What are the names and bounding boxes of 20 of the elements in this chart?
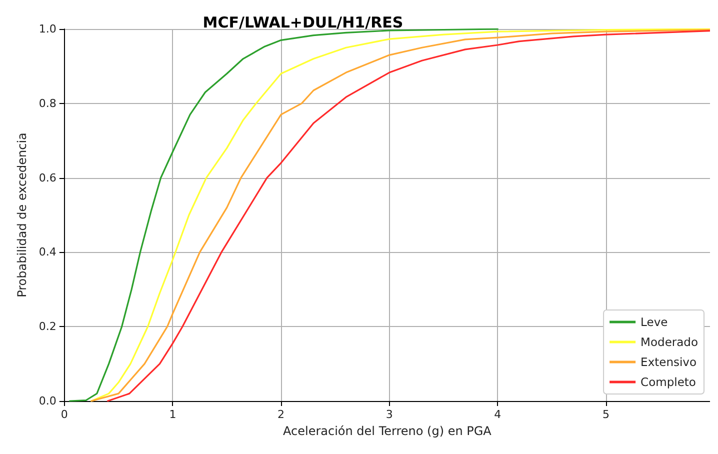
legend-label: Extensivo [640, 355, 697, 369]
x-tick-label: 3 [386, 408, 393, 421]
y-tick-label: 0.4 [38, 246, 56, 259]
x-axis-title: Aceleración del Terreno (g) en PGA [283, 424, 492, 438]
x-tick-label: 0 [60, 408, 68, 421]
x-tick-label: 4 [494, 408, 502, 421]
y-tick-label: 0.0 [38, 394, 56, 408]
legend-label: Completo [640, 375, 696, 389]
chart-title: MCF/LWAL+DUL/H1/RES [202, 14, 404, 32]
legend-label: Leve [640, 315, 668, 329]
y-tick-label: 0.6 [38, 171, 56, 184]
y-tick-label: 0.2 [38, 320, 56, 334]
y-tick-label: 0.8 [38, 96, 56, 110]
y-tick-label: 1.0 [38, 22, 56, 36]
legend-label: Moderado [640, 335, 698, 349]
line-series [69, 28, 498, 402]
x-tick-label: 1 [169, 408, 176, 421]
y-axis-title: Probabilidad de excedencia [15, 132, 29, 298]
x-tick-label: 2 [278, 408, 285, 421]
x-tick-label: 5 [602, 408, 610, 421]
